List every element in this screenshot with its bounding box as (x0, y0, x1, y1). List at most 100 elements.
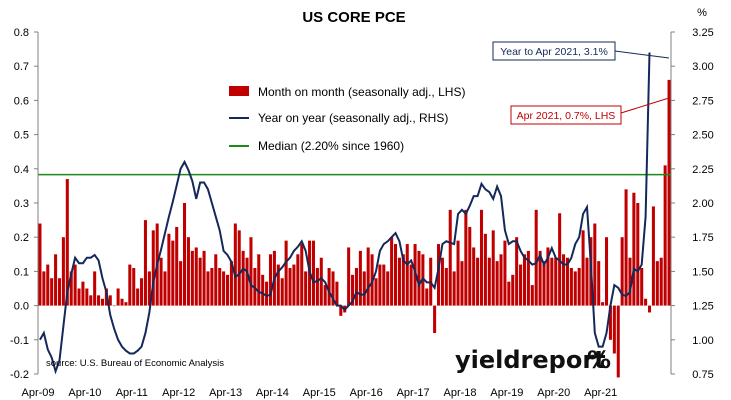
bar (390, 237, 394, 306)
bar (354, 267, 358, 306)
bar (507, 281, 511, 306)
bar (323, 285, 327, 306)
bar (636, 203, 640, 306)
bar (186, 237, 190, 306)
right-axis-unit: % (697, 7, 707, 19)
bar (190, 250, 194, 306)
bar (77, 288, 81, 306)
annotation-leader-yoy (614, 50, 670, 59)
logo-wordmark: yieldreport (455, 346, 606, 374)
bar (468, 226, 472, 306)
left-axis-ticks: -0.2 -0.1 0.0 0.1 0.2 0.3 0.4 0.5 0.6 0.7 0.8 (10, 27, 38, 381)
x-tick-label: Apr-11 (116, 387, 148, 399)
bar (292, 264, 296, 306)
bar (378, 264, 382, 306)
bar (577, 267, 581, 306)
annotation-year-to-apr-2021: Year to Apr 2021, 3.1% (492, 41, 670, 61)
bar (284, 240, 288, 306)
bar (620, 237, 624, 306)
bar (448, 209, 452, 306)
bar (542, 261, 546, 306)
bar (120, 298, 124, 306)
left-tick-label: 0.5 (14, 130, 29, 142)
bar (573, 271, 577, 306)
bar (100, 298, 104, 306)
bar (651, 206, 655, 306)
bar (194, 247, 198, 306)
bar (644, 298, 648, 306)
bar (632, 192, 636, 306)
left-tick-label: 0.0 (14, 301, 29, 313)
bar (319, 257, 323, 306)
bar (311, 240, 315, 306)
right-tick-label: 1.25 (692, 301, 713, 313)
bar (214, 254, 218, 306)
bar (534, 209, 538, 306)
bar (483, 233, 487, 306)
legend-swatch-bar (229, 86, 249, 96)
plot-frame (37, 32, 672, 374)
left-tick-label: 0.8 (14, 27, 29, 39)
bar (624, 189, 628, 306)
bar (54, 254, 58, 306)
bar (605, 237, 609, 306)
annotation-apr-2021: Apr 2021, 0.7%, LHS (510, 97, 670, 125)
bar (499, 254, 503, 306)
bar (241, 250, 245, 306)
bar (335, 281, 339, 306)
annotation-leader-mom (620, 97, 670, 114)
bar (382, 264, 386, 306)
bar (503, 240, 507, 306)
bar (280, 278, 284, 306)
right-tick-label: 2.75 (692, 95, 713, 107)
bar (85, 288, 89, 306)
bar (409, 264, 413, 306)
bar (97, 295, 101, 306)
bar (581, 230, 585, 306)
annotation-text-mom: Apr 2021, 0.7%, LHS (517, 110, 616, 122)
bar (296, 254, 300, 306)
bar (300, 244, 304, 306)
bar (640, 267, 644, 306)
bar (362, 271, 366, 306)
bar (265, 281, 269, 306)
bar-series-month-on-month (38, 79, 671, 378)
chart-title: US CORE PCE (302, 9, 405, 26)
bar (608, 305, 612, 340)
bar (42, 271, 46, 306)
legend: Month on month (seasonally adj., LHS) Ye… (229, 85, 465, 153)
bar (81, 281, 85, 306)
bar (366, 247, 370, 306)
bar (233, 223, 237, 306)
bar (476, 257, 480, 306)
right-tick-label: 0.75 (692, 369, 713, 381)
right-tick-label: 2.50 (692, 130, 713, 142)
bar (530, 285, 534, 306)
bar (440, 257, 444, 306)
bar (151, 230, 155, 306)
bar (460, 261, 464, 306)
bar (237, 230, 241, 306)
bar (50, 278, 54, 306)
bar (491, 230, 495, 306)
bar (198, 257, 202, 306)
bar (218, 267, 222, 306)
bar (202, 250, 206, 306)
left-tick-label: 0.2 (14, 232, 29, 244)
x-tick-label: Apr-16 (350, 387, 383, 399)
bar (401, 254, 405, 306)
bar (257, 254, 261, 306)
bar (268, 254, 273, 306)
bar (159, 257, 163, 306)
x-tick-label: Apr-17 (397, 387, 430, 399)
bar (444, 267, 448, 306)
bar (562, 254, 566, 306)
bar (394, 244, 398, 306)
bar (73, 264, 77, 306)
bar (206, 271, 210, 306)
bar (433, 305, 437, 333)
x-tick-label: Apr-18 (443, 387, 476, 399)
bar (116, 288, 120, 306)
bar (374, 278, 378, 306)
